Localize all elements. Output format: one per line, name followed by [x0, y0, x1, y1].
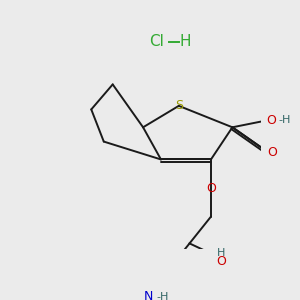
Text: O: O — [206, 182, 216, 194]
Text: O: O — [266, 114, 276, 127]
Text: N: N — [144, 290, 153, 300]
Text: -H: -H — [278, 115, 290, 125]
Text: H: H — [217, 248, 225, 258]
Text: Cl: Cl — [149, 34, 164, 49]
Text: H: H — [179, 34, 191, 49]
Text: O: O — [267, 146, 277, 159]
Text: O: O — [216, 255, 226, 268]
Text: S: S — [175, 99, 183, 112]
Text: -H: -H — [157, 292, 169, 300]
